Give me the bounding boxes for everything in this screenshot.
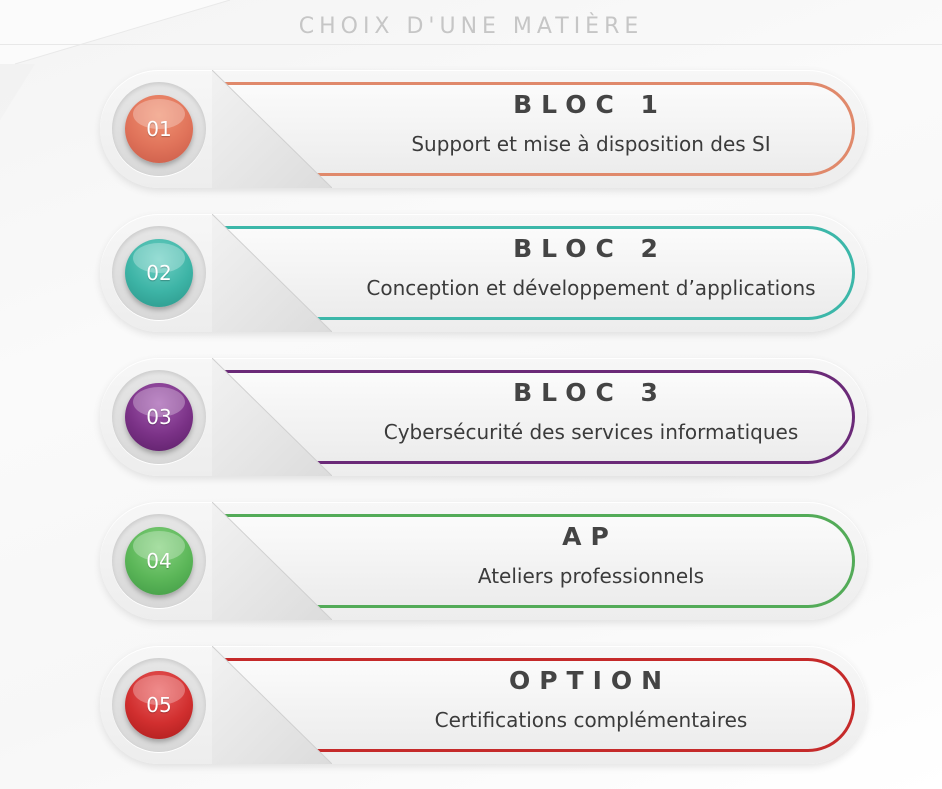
number-badge: 05 xyxy=(125,671,193,739)
subject-card-bloc-1[interactable]: 01 BLOC 1 Support et mise à disposition … xyxy=(100,70,867,188)
badge-number: 02 xyxy=(146,261,172,285)
card-title: BLOC 1 xyxy=(513,90,667,119)
card-subtitle: Ateliers professionnels xyxy=(477,564,705,588)
card-title: OPTION xyxy=(508,666,672,695)
card-subtitle: Certifications complémentaires xyxy=(434,708,748,732)
page-title: CHOIX D'UNE MATIÈRE xyxy=(298,14,644,39)
badge-number: 04 xyxy=(146,549,172,573)
subject-card-bloc-2[interactable]: 02 BLOC 2 Conception et développement d’… xyxy=(100,214,867,332)
card-title: AP xyxy=(562,522,618,551)
card-subtitle: Conception et développement d’applicatio… xyxy=(366,276,816,300)
number-badge: 02 xyxy=(125,239,193,307)
page-header: CHOIX D'UNE MATIÈRE xyxy=(0,0,942,45)
subject-card-bloc-3[interactable]: 03 BLOC 3 Cybersécurité des services inf… xyxy=(100,358,867,476)
number-badge: 01 xyxy=(125,95,193,163)
number-badge: 03 xyxy=(125,383,193,451)
subject-card-option[interactable]: 05 OPTION Certifications complémentaires xyxy=(100,646,867,764)
number-badge: 04 xyxy=(125,527,193,595)
card-subtitle: Support et mise à disposition des SI xyxy=(411,132,771,156)
card-subtitle: Cybersécurité des services informatiques xyxy=(383,420,799,444)
badge-number: 03 xyxy=(146,405,172,429)
badge-number: 01 xyxy=(146,117,172,141)
subject-card-ap[interactable]: 04 AP Ateliers professionnels xyxy=(100,502,867,620)
card-title: BLOC 2 xyxy=(513,234,667,263)
badge-number: 05 xyxy=(146,693,172,717)
card-title: BLOC 3 xyxy=(513,378,667,407)
